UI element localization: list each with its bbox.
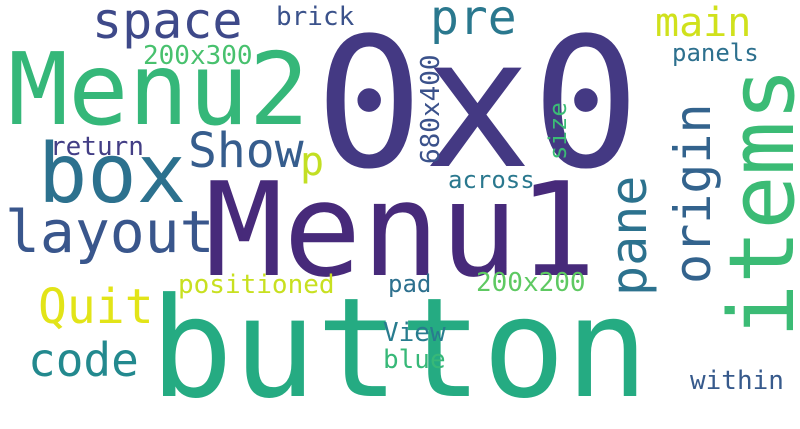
word-positioned: positioned [178, 270, 335, 300]
word-items: items [710, 67, 800, 338]
word-pad: pad [388, 270, 432, 298]
word-pre: pre [430, 0, 517, 46]
word-p: p [300, 139, 325, 185]
word-box: box [38, 127, 187, 222]
word-space: space [92, 0, 243, 50]
word-layout: layout [5, 198, 215, 266]
word-view: View [383, 318, 446, 348]
word-across: across [448, 166, 535, 194]
word-menu1: Menu1 [205, 154, 597, 306]
word-main: main [655, 0, 752, 46]
word-return: return [50, 132, 144, 162]
word-200x200: 200x200 [476, 268, 586, 298]
word-brick: brick [276, 2, 355, 32]
word-cloud: 0x0 Menu1 button Menu2 items box origin … [5, 0, 800, 418]
word-code: code [28, 333, 139, 387]
word-menu2: Menu2 [8, 31, 310, 148]
word-200x300: 200x300 [143, 41, 253, 71]
word-680x400: 680x400 [416, 54, 446, 164]
word-blue: blue [383, 345, 446, 375]
word-panels: panels [672, 39, 759, 67]
word-size: size [544, 102, 572, 160]
word-pane: pane [600, 175, 658, 296]
word-origin: origin [664, 103, 722, 284]
word-0x0: 0x0 [315, 0, 641, 209]
word-button: button [150, 268, 649, 429]
word-quit: Quit [38, 279, 154, 335]
word-within: within [690, 366, 784, 396]
word-show: Show [188, 123, 304, 179]
